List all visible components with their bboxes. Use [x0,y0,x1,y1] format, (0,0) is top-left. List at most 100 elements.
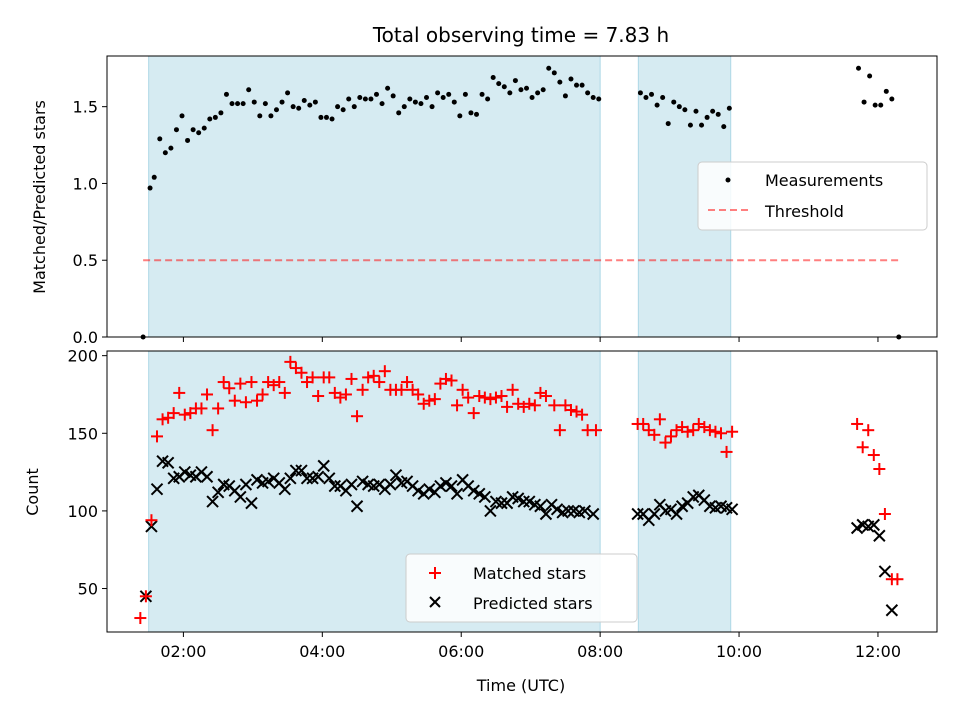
predicted-star-point [725,503,739,516]
measurement-point [235,101,241,107]
measurement-point [568,76,574,82]
matched-star-point [156,413,169,426]
measurement-point [323,114,329,120]
measurement-point [440,94,446,100]
predicted-star-point [389,468,403,482]
matched-star-point [345,372,358,385]
measurement-point [883,88,889,94]
top-ytick-label: 1.0 [73,174,98,193]
bottom-legend-box [405,553,638,623]
measurement-point [710,108,716,114]
predicted-star-point [345,478,358,491]
predicted-star-point [578,504,592,518]
matched-star-point [523,397,536,410]
measurement-point [251,99,257,105]
bottom-xlabel: Time (UTC) [476,676,565,695]
measurement-point [485,96,491,102]
measurement-point [329,116,335,122]
matched-star-point [139,590,152,603]
measurement-point [529,94,535,100]
matched-star-point [501,400,514,413]
predicted-star-point [495,496,508,510]
matched-star-point [367,369,380,382]
measurement-point [190,127,196,133]
measurement-point [861,99,867,105]
matched-star-point [703,424,716,437]
measurement-point [557,79,563,85]
measurement-point [687,122,693,128]
matched-star-point [664,430,677,443]
predicted-star-point [586,507,600,521]
measurement-point [279,99,285,105]
matched-star-point [412,388,425,401]
predicted-star-point [284,472,297,485]
measurement-point [346,96,352,102]
measurement-point [540,87,546,93]
measurement-point [223,91,229,97]
bottom-ytick-label: 50 [78,580,98,599]
measurement-point [867,73,873,79]
matched-star-point [528,399,541,412]
measurement-point [423,94,429,100]
predicted-star-point [534,500,547,513]
matched-star-point [428,393,441,406]
predicted-star-point [450,487,464,501]
measurement-point [699,122,705,128]
matched-star-point [548,399,561,412]
measurement-point [649,91,655,97]
matched-star-point [726,425,739,438]
matched-star-point [245,376,258,389]
measurement-point [872,102,878,108]
top-legend-box [697,161,928,231]
matched-star-point [395,383,408,396]
matched-star-point [445,374,458,387]
matched-star-point [306,371,319,384]
bottom-ytick-label: 100 [67,502,98,521]
matched-star-point [217,376,230,389]
matched-star-point [648,428,661,441]
measurement-point [229,101,235,107]
measurement-point [412,99,418,105]
measurement-point [574,82,580,88]
measurement-point [451,99,457,105]
measurement-point [479,91,485,97]
chart-title: Total observing time = 7.83 h [372,23,669,47]
matched-star-point [462,391,475,404]
measurement-point [462,91,468,97]
measurement-point [435,90,441,96]
measurement-point [407,96,413,102]
matched-star-point [637,417,650,430]
matched-star-point [489,391,502,404]
matched-star-point [273,376,286,389]
matched-star-point [234,377,247,390]
measurement-point [312,99,318,105]
matched-star-point [891,573,904,586]
matched-star-point [201,388,214,401]
predicted-star-point [384,478,397,491]
measurement-point [151,174,157,180]
legend-matched-label: Matched stars [473,564,586,583]
top-legend: Measurements Threshold [697,161,928,231]
matched-star-point [284,355,297,368]
measurement-point [518,87,524,93]
matched-star-point [659,436,672,449]
legend-predicted-label: Predicted stars [473,594,593,613]
bottom-xtick-label: 08:00 [577,642,623,661]
measurement-point [390,93,396,99]
predicted-star-point [278,482,292,496]
measurement-point [643,94,649,100]
matched-star-point [212,402,225,415]
top-ytick-label: 0.5 [73,251,98,270]
measurement-point [168,145,174,151]
measurement-point [693,108,699,114]
predicted-star-point [323,472,336,485]
measurement-point [401,104,407,110]
matched-star-point [178,408,191,421]
measurement-point [147,185,153,191]
bottom-axes-frame [106,350,938,633]
measurement-point [285,90,291,96]
measurement-point [396,110,402,116]
measurement-point [468,110,474,116]
predicted-star-point [295,464,308,477]
measurement-point [357,94,363,100]
